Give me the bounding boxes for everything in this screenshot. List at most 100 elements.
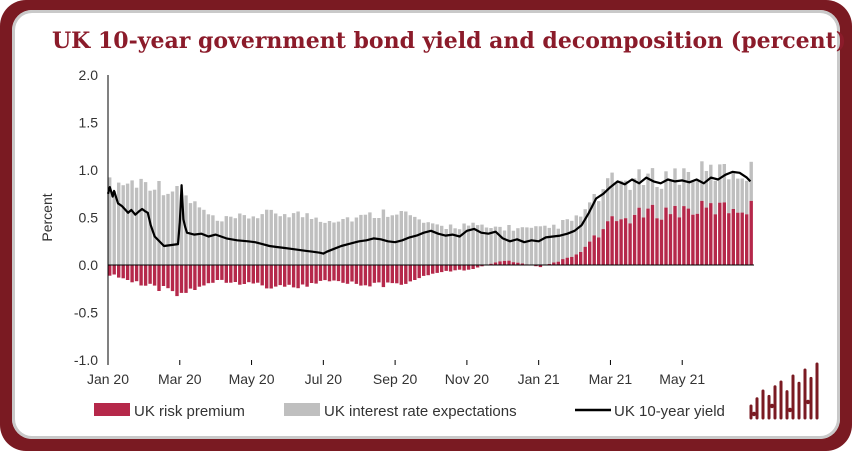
risk-premium-bar [650,204,655,265]
risk-premium-bar [561,259,565,265]
expectations-bar [166,193,170,265]
risk-premium-bar [341,265,345,283]
risk-premium-bar [274,265,278,287]
risk-premium-bar [480,265,484,267]
risk-premium-bar [291,265,296,288]
expectations-bar [453,228,457,265]
risk-premium-bar [359,265,363,286]
expectations-bar [327,221,332,265]
logo-dot [787,407,793,413]
expectations-bar [466,225,471,265]
risk-premium-bar [134,265,139,282]
risk-premium-bar [440,265,444,273]
risk-premium-bar [121,265,125,279]
expectations-bar [632,178,637,215]
expectations-bar [332,222,336,265]
expectations-bar [202,209,206,265]
expectations-bar [650,168,655,205]
risk-premium-bar [592,235,596,265]
expectations-bar [134,187,139,265]
risk-premium-bar [179,265,184,293]
y-tick-label: 2.0 [79,67,99,83]
risk-premium-bar [417,265,421,279]
axes-layer: 2.0 1.5 1.0 0.5 0.0 -0.5 -1.0 Percent Jan 20 Mar … [39,67,754,387]
risk-premium-bar [610,216,614,265]
expectations-bar [157,181,161,265]
expectations-bar [484,227,489,265]
y-tick-label: -0.5 [74,305,98,321]
brand-logo [749,362,819,420]
expectations-bar [448,224,453,265]
expectations-bar [534,226,538,265]
risk-premium-bar [148,265,152,284]
expectations-bar [444,229,448,265]
risk-premium-bar [247,265,251,283]
risk-premium-bar [516,262,520,265]
y-tick-label: 1.5 [79,115,99,131]
legend-swatch-expectations [284,403,320,416]
risk-premium-bar [188,265,193,289]
risk-premium-bar [740,212,744,265]
expectations-bar [148,190,152,265]
risk-premium-bar [426,265,430,276]
expectations-bar [341,219,345,265]
risk-premium-bar [260,265,264,286]
risk-premium-bar [327,265,332,282]
expectations-bar [745,180,749,215]
expectations-bar [197,207,202,265]
risk-premium-bar [269,265,273,289]
expectations-bar [511,230,516,263]
risk-premium-bar [632,214,637,265]
expectations-bar [170,191,175,265]
expectations-bar [623,180,628,219]
risk-premium-bar [206,265,211,284]
risk-premium-bar [682,206,686,265]
expectations-bar [193,201,197,265]
risk-premium-bar [736,212,740,265]
risk-premium-bar [619,219,623,265]
risk-premium-bar [332,265,336,281]
logo-dot [751,411,757,417]
risk-premium-bar [727,213,731,265]
risk-premium-bar [157,265,161,291]
expectations-bar [655,187,659,219]
risk-premium-bar [408,265,412,282]
risk-premium-bar [211,265,215,283]
risk-premium-bar [117,265,121,278]
expectations-bar [462,223,466,265]
expectations-bar [489,228,493,264]
expectations-bar [457,229,462,265]
expectations-bar [296,211,300,265]
risk-premium-bar [404,265,408,284]
risk-premium-bar [466,265,471,270]
expectations-bar [381,209,386,265]
expectations-bar [431,223,435,265]
expectations-bar [718,164,722,203]
risk-premium-bar [175,265,179,297]
legend-label-yield: UK 10-year yield [614,403,725,420]
risk-premium-bar [493,262,498,265]
expectations-bar [108,177,112,265]
expectations-bar [287,217,291,265]
expectations-bar [224,216,228,265]
risk-premium-bar [143,265,148,286]
risk-premium-bar [731,209,735,265]
expectations-bar [646,173,650,209]
expectations-bar [390,215,394,265]
risk-premium-bar [152,265,157,286]
x-tick-label: Jan 21 [518,371,560,387]
expectations-bar [179,194,184,265]
risk-premium-bar [372,265,377,283]
risk-premium-bar [435,265,439,273]
risk-premium-bar [475,265,480,268]
expectations-bar [561,220,565,260]
expectations-bar [583,209,587,247]
risk-premium-bar [677,217,682,265]
x-tick-label: Mar 20 [158,371,202,387]
risk-premium-bar [668,214,673,265]
risk-premium-bar [197,265,202,287]
expectations-bar [525,227,529,265]
expectations-bar [399,211,403,265]
risk-premium-bar [314,265,318,284]
